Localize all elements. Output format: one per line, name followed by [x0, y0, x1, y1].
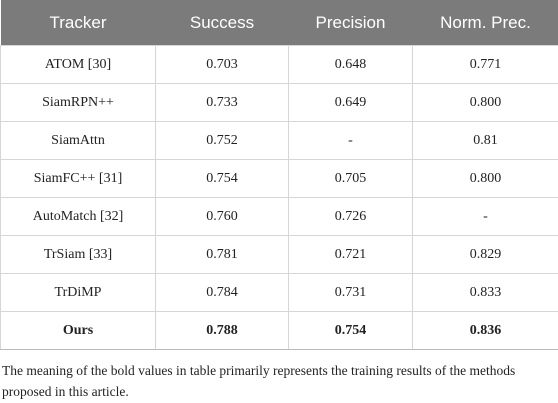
- table-cell: 0.703: [155, 45, 289, 84]
- table-row: Ours 0.788 0.754 0.836: [0, 311, 558, 350]
- table-cell: 0.788: [155, 311, 289, 350]
- header-cell: Precision: [288, 0, 413, 46]
- table-cell: 0.836: [412, 311, 558, 350]
- table-body: ATOM [30] 0.703 0.648 0.771 SiamRPN++ 0.733 0.…: [0, 45, 558, 350]
- table-cell: SiamFC++ [31]: [0, 159, 156, 198]
- table-row: SiamAttn 0.752-0.81: [0, 121, 558, 160]
- table-cell: 0.81: [412, 121, 558, 160]
- table-cell: 0.829: [412, 235, 558, 274]
- table-cell: 0.648: [288, 45, 413, 84]
- table-cell: 0.731: [288, 273, 413, 312]
- table-row: TrDiMP 0.784 0.731 0.833: [0, 273, 558, 312]
- table-cell: 0.800: [412, 83, 558, 122]
- table-cell: 0.781: [155, 235, 289, 274]
- table-cell: Ours: [0, 311, 156, 350]
- table-cell: 0.760: [155, 197, 289, 236]
- header-cell: Norm. Prec.: [412, 0, 558, 46]
- table-cell: 0.800: [412, 159, 558, 198]
- table-row: SiamRPN++ 0.733 0.649 0.800: [0, 83, 558, 122]
- table-cell: 0.649: [288, 83, 413, 122]
- results-table: Tracker Success Precision Norm. Prec. ATOM …: [0, 0, 558, 350]
- header-cell: Tracker: [0, 0, 156, 46]
- table-row: TrSiam [33] 0.781 0.721 0.829: [0, 235, 558, 274]
- table-cell: ATOM [30]: [0, 45, 156, 84]
- table-row: SiamFC++ [31] 0.754 0.705 0.800: [0, 159, 558, 198]
- table-cell: 0.726: [288, 197, 413, 236]
- table-cell: 0.705: [288, 159, 413, 198]
- table-cell: -: [412, 197, 558, 236]
- table-cell: 0.752: [155, 121, 289, 160]
- table-cell: TrDiMP: [0, 273, 156, 312]
- table-row: ATOM [30] 0.703 0.648 0.771: [0, 45, 558, 84]
- table-cell: SiamAttn: [0, 121, 156, 160]
- table-cell: 0.754: [155, 159, 289, 198]
- table-cell: 0.721: [288, 235, 413, 274]
- table-cell: AutoMatch [32]: [0, 197, 156, 236]
- table-cell: 0.833: [412, 273, 558, 312]
- header-row: Tracker Success Precision Norm. Prec.: [0, 0, 558, 46]
- table-row: AutoMatch [32] 0.760 0.726-: [0, 197, 558, 236]
- table-cell: -: [288, 121, 413, 160]
- table-cell: SiamRPN++: [0, 83, 156, 122]
- table-cell: 0.733: [155, 83, 289, 122]
- table-cell: TrSiam [33]: [0, 235, 156, 274]
- table-cell: 0.754: [288, 311, 413, 350]
- table-cell: 0.771: [412, 45, 558, 84]
- header-cell: Success: [155, 0, 289, 46]
- footnote: The meaning of the bold values in table …: [2, 363, 516, 399]
- table-cell: 0.784: [155, 273, 289, 312]
